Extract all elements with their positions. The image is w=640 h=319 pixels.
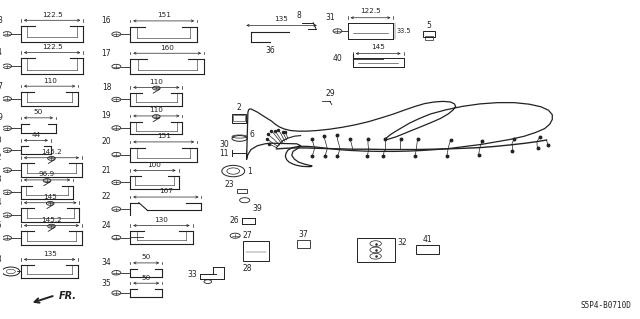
Text: 44: 44 [31, 132, 40, 138]
Text: 22: 22 [102, 192, 111, 202]
Text: 27: 27 [243, 231, 252, 240]
Text: FR.: FR. [59, 292, 77, 301]
Text: 7: 7 [0, 82, 2, 91]
Text: 145: 145 [44, 194, 57, 200]
Text: 1: 1 [247, 167, 252, 175]
Bar [243, 241, 269, 261]
Text: 41: 41 [423, 235, 433, 244]
Text: 26: 26 [229, 216, 239, 225]
Text: 13: 13 [0, 175, 2, 184]
Text: 122.5: 122.5 [360, 8, 381, 14]
Text: 19: 19 [102, 111, 111, 120]
Bar [237, 189, 247, 193]
Text: 3: 3 [0, 16, 2, 25]
Text: 145.2: 145.2 [41, 217, 62, 223]
Text: 145: 145 [371, 44, 385, 50]
Bar [233, 115, 244, 121]
Text: 50: 50 [34, 109, 43, 115]
Text: 110: 110 [149, 79, 163, 85]
Text: 12: 12 [0, 153, 2, 162]
Text: 15: 15 [0, 221, 2, 230]
Text: 167: 167 [159, 189, 173, 195]
Text: 122.5: 122.5 [42, 44, 63, 50]
Text: 14: 14 [0, 198, 2, 207]
Text: 2: 2 [237, 103, 241, 113]
Text: 40: 40 [332, 54, 342, 63]
Text: 100: 100 [147, 162, 161, 168]
Text: 23: 23 [224, 180, 234, 189]
Text: 9: 9 [0, 113, 2, 122]
Text: 5: 5 [427, 21, 431, 30]
Text: 151: 151 [157, 133, 171, 139]
Bar [297, 241, 310, 249]
Text: 110: 110 [149, 108, 163, 114]
Text: 135: 135 [275, 16, 289, 22]
Text: 50: 50 [141, 275, 151, 281]
Text: 145.2: 145.2 [41, 149, 62, 155]
Text: 16: 16 [102, 16, 111, 25]
Text: 36: 36 [265, 46, 275, 55]
Text: 37: 37 [298, 230, 308, 239]
Text: 8: 8 [296, 11, 301, 20]
Text: 18: 18 [102, 83, 111, 92]
Text: 32: 32 [397, 238, 407, 247]
Text: 130: 130 [154, 217, 168, 223]
Text: 30: 30 [219, 140, 229, 149]
Text: 151: 151 [157, 12, 171, 19]
Text: 29: 29 [325, 89, 335, 98]
Text: 6: 6 [250, 130, 255, 139]
Bar [356, 238, 395, 262]
Bar [416, 245, 439, 254]
Text: 160: 160 [160, 45, 174, 51]
Text: 21: 21 [102, 166, 111, 175]
Text: 96.9: 96.9 [39, 171, 55, 177]
Text: 135: 135 [43, 251, 56, 257]
Text: 17: 17 [102, 49, 111, 58]
Text: 28: 28 [242, 263, 252, 272]
Text: 31: 31 [325, 13, 335, 22]
Bar [422, 31, 435, 37]
Text: 4: 4 [0, 48, 2, 57]
Text: 33: 33 [188, 270, 197, 279]
Text: 50: 50 [141, 254, 151, 260]
Bar [425, 36, 433, 40]
Text: 122.5: 122.5 [42, 12, 63, 18]
Text: 38: 38 [0, 255, 2, 264]
Text: 10: 10 [0, 136, 2, 145]
Text: 24: 24 [102, 221, 111, 230]
Text: 110: 110 [43, 78, 56, 84]
Text: S5P4-B0710D: S5P4-B0710D [580, 301, 631, 310]
Text: 34: 34 [102, 258, 111, 267]
Text: 39: 39 [252, 204, 262, 213]
Text: 35: 35 [102, 278, 111, 288]
Bar [232, 114, 246, 122]
Text: 20: 20 [102, 137, 111, 146]
Text: 11: 11 [220, 149, 229, 158]
Text: 33.5: 33.5 [397, 28, 411, 34]
